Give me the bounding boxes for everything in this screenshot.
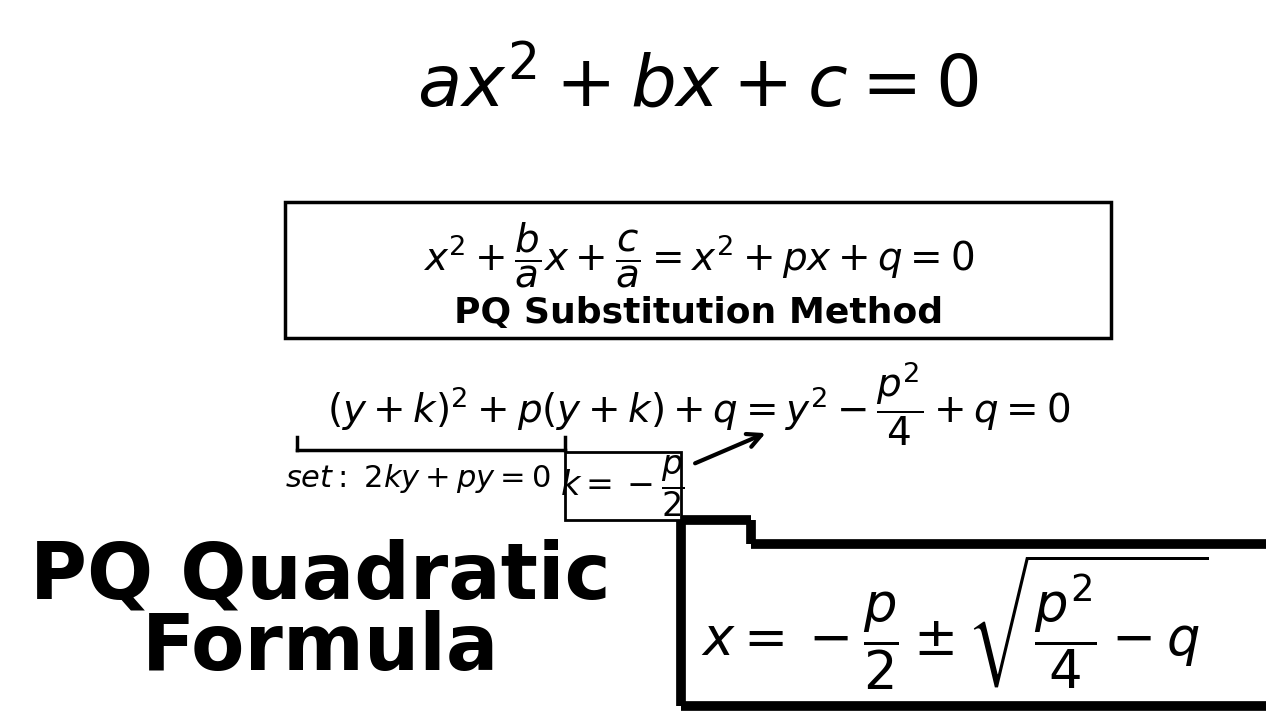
Text: $\mathit{set}{:}\ 2ky + py = 0\ \rightarrow$: $\mathit{set}{:}\ 2ky + py = 0\ \rightar… bbox=[285, 462, 593, 495]
Text: $ax^2 + bx + c = 0$: $ax^2 + bx + c = 0$ bbox=[417, 50, 979, 122]
Text: $k = -\dfrac{p}{2}$: $k = -\dfrac{p}{2}$ bbox=[561, 454, 685, 518]
Text: $(y+k)^2 + p(y+k) + q = y^2 - \dfrac{p^2}{4} + q = 0$: $(y+k)^2 + p(y+k) + q = y^2 - \dfrac{p^2… bbox=[326, 359, 1070, 448]
Text: Formula: Formula bbox=[142, 610, 499, 686]
Bar bbox=[564, 452, 681, 520]
Text: $x = -\dfrac{p}{2} \pm \sqrt{\dfrac{p^2}{4} - q}$: $x = -\dfrac{p}{2} \pm \sqrt{\dfrac{p^2}… bbox=[700, 553, 1208, 693]
Text: PQ Quadratic: PQ Quadratic bbox=[29, 538, 611, 614]
Bar bbox=[285, 202, 1111, 338]
Text: PQ Substitution Method: PQ Substitution Method bbox=[454, 296, 943, 330]
Text: $x^2 + \dfrac{b}{a}x + \dfrac{c}{a} = x^2 + px + q = 0$: $x^2 + \dfrac{b}{a}x + \dfrac{c}{a} = x^… bbox=[422, 221, 974, 290]
